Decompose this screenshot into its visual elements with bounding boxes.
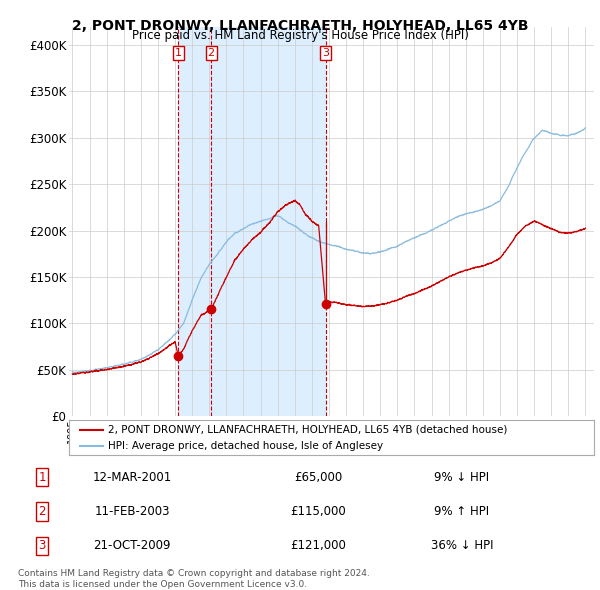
Text: 2: 2 [38,505,46,518]
Text: 36% ↓ HPI: 36% ↓ HPI [431,539,493,552]
Text: This data is licensed under the Open Government Licence v3.0.: This data is licensed under the Open Gov… [18,579,307,589]
Text: 2, PONT DRONWY, LLANFACHRAETH, HOLYHEAD, LL65 4YB (detached house): 2, PONT DRONWY, LLANFACHRAETH, HOLYHEAD,… [109,425,508,435]
Text: 11-FEB-2003: 11-FEB-2003 [94,505,170,518]
Text: £115,000: £115,000 [290,505,346,518]
Text: 1: 1 [38,471,46,484]
Text: 3: 3 [322,48,329,57]
Text: 2, PONT DRONWY, LLANFACHRAETH, HOLYHEAD, LL65 4YB: 2, PONT DRONWY, LLANFACHRAETH, HOLYHEAD,… [72,19,528,34]
Text: 12-MAR-2001: 12-MAR-2001 [92,471,172,484]
Text: 2: 2 [208,48,215,57]
Text: £121,000: £121,000 [290,539,346,552]
Bar [178,27,211,416]
Text: 9% ↓ HPI: 9% ↓ HPI [434,471,490,484]
Text: 21-OCT-2009: 21-OCT-2009 [93,539,171,552]
Text: 3: 3 [38,539,46,552]
Text: Contains HM Land Registry data © Crown copyright and database right 2024.: Contains HM Land Registry data © Crown c… [18,569,370,578]
Text: Price paid vs. HM Land Registry's House Price Index (HPI): Price paid vs. HM Land Registry's House … [131,30,469,42]
Text: 9% ↑ HPI: 9% ↑ HPI [434,505,490,518]
Text: HPI: Average price, detached house, Isle of Anglesey: HPI: Average price, detached house, Isle… [109,441,383,451]
Text: 1: 1 [175,48,182,57]
Text: £65,000: £65,000 [294,471,342,484]
Bar [211,27,326,416]
